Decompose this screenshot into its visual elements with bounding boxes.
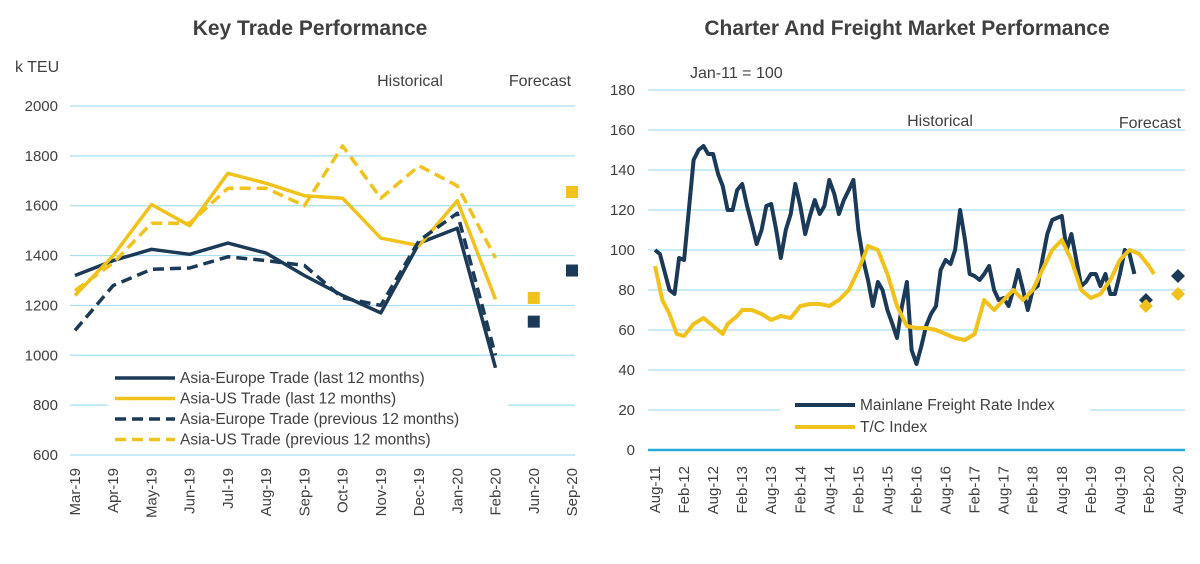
x-tick-label: Jan-20 (449, 468, 466, 514)
annotation-historical: Historical (907, 113, 973, 130)
x-tick-label: Feb-16 (909, 466, 926, 514)
y-tick-label: 180 (610, 82, 635, 99)
x-tick-label: Dec-19 (411, 468, 428, 516)
legend-label: Asia-Europe Trade (last 12 months) (180, 370, 425, 387)
y-tick-label: 160 (610, 122, 635, 139)
y-tick-label: 0 (627, 442, 635, 459)
key-trade-chart: Key Trade Performance 600 800 1000 1200 1400 1… (15, 17, 581, 518)
y-tick-label: 40 (618, 362, 635, 379)
legend-label: Asia-US Trade (previous 12 months) (180, 432, 431, 449)
legend-label: T/C Index (860, 419, 927, 436)
x-tick-label: Aug-12 (705, 466, 722, 514)
y-tick-label: 2000 (25, 98, 58, 115)
y-tick-label: 140 (610, 162, 635, 179)
legend-label: Mainlane Freight Rate Index (860, 397, 1055, 414)
y-tick-label: 1600 (25, 198, 58, 215)
x-tick-label: Aug-17 (996, 466, 1013, 514)
x-tick-label: Feb-14 (792, 466, 809, 514)
legend-background (780, 390, 1090, 442)
x-tick-label: Aug-11 (647, 466, 664, 513)
forecast-marker (566, 186, 578, 199)
series-line-3 (73, 144, 498, 292)
x-tick-label: Aug-16 (938, 466, 955, 514)
x-tick-label: Feb-13 (734, 466, 751, 514)
x-tick-label: Apr-19 (105, 468, 122, 513)
x-tick-label: Sep-19 (296, 468, 313, 516)
series-line-1 (653, 238, 1156, 342)
y-tick-label: 1800 (25, 148, 58, 165)
charter-freight-chart: Charter And Freight Market Performance 0 2… (610, 17, 1187, 514)
series-line-0 (653, 144, 1137, 366)
series-line-2 (73, 211, 498, 356)
series-line-0 (74, 226, 498, 369)
annotation-forecast: Forecast (509, 73, 572, 90)
x-tick-label: Aug-20 (1170, 466, 1187, 514)
legend: Asia-Europe Trade (last 12 months) Asia-U… (108, 368, 508, 450)
x-tick-label: Feb-15 (850, 466, 867, 514)
y-tick-label: 120 (610, 202, 635, 219)
forecast-marker (527, 315, 540, 328)
x-tick-label: May-19 (143, 468, 160, 518)
annotation-forecast: Forecast (1119, 115, 1182, 132)
x-tick-label: Mar-19 (67, 468, 84, 516)
chart-title: Key Trade Performance (193, 17, 428, 40)
x-tick-label: Oct-19 (335, 468, 352, 513)
y-axis-label: k TEU (15, 59, 59, 76)
x-tick-label: Sep-20 (564, 468, 581, 516)
legend: Mainlane Freight Rate Index T/C Index (780, 390, 1090, 442)
legend-label: Asia-Europe Trade (previous 12 months) (180, 411, 459, 428)
forecast-marker (1138, 299, 1153, 313)
x-tick-label: Aug-19 (1112, 466, 1129, 514)
legend-label: Asia-US Trade (last 12 months) (180, 391, 396, 408)
forecast-marker (1171, 269, 1185, 283)
x-tick-label: Jun-19 (182, 468, 199, 514)
annotation-historical: Historical (377, 73, 443, 90)
chart-title: Charter And Freight Market Performance (704, 17, 1109, 40)
x-tick-label: Aug-14 (821, 466, 838, 514)
x-tick-label: Feb-20 (488, 468, 505, 516)
legend-background (108, 368, 508, 450)
y-tick-label: 1200 (25, 297, 58, 314)
x-tick-label: Aug-19 (258, 468, 275, 516)
x-tick-label: Aug-15 (879, 466, 896, 514)
x-tick-label: Feb-20 (1141, 466, 1158, 514)
x-tick-label: Jul-19 (220, 468, 237, 509)
x-tick-label: Aug-13 (763, 466, 780, 514)
forecast-marker (527, 291, 540, 304)
y-tick-label: 80 (618, 282, 635, 299)
forecast-marker (566, 264, 578, 277)
x-tick-label: Nov-19 (373, 468, 390, 516)
y-tick-label: 800 (33, 397, 58, 414)
x-tick-label: Feb-17 (967, 466, 984, 514)
x-tick-label: Feb-18 (1025, 466, 1042, 514)
y-tick-label: 20 (618, 402, 635, 419)
x-tick-label: Jun-20 (526, 468, 543, 514)
y-tick-label: 100 (610, 242, 635, 259)
y-tick-label: 1000 (25, 347, 58, 364)
x-tick-label: Feb-12 (676, 466, 693, 514)
y-tick-label: 600 (33, 447, 58, 464)
x-tick-label: Aug-18 (1054, 466, 1071, 514)
forecast-marker (1171, 287, 1185, 301)
x-tick-label: Feb-19 (1083, 466, 1100, 514)
chart-subtitle: Jan-11 = 100 (690, 65, 783, 82)
y-tick-label: 60 (618, 322, 635, 339)
y-tick-label: 1400 (25, 248, 58, 265)
